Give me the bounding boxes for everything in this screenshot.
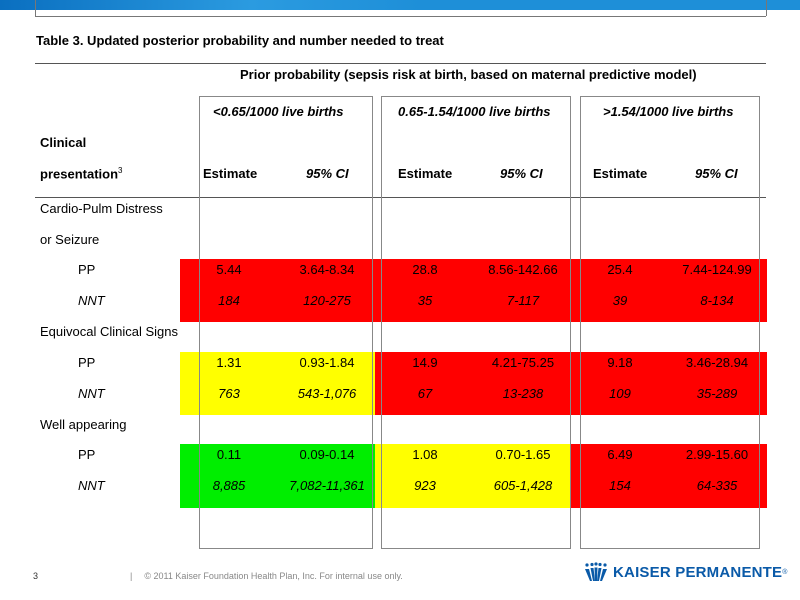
row-label-nnt: NNT — [78, 293, 105, 308]
top-rule-tick-left — [35, 0, 36, 16]
section-label-cardio: Cardio-Pulm Distress — [40, 201, 163, 216]
cell-well-pp-est-high: 6.49 — [607, 447, 633, 462]
cell-cardio-pp-ci-low: 3.64-8.34 — [299, 262, 355, 277]
cell-well-pp-ci-high: 2.99-15.60 — [685, 447, 749, 462]
row-label-pp: PP — [78, 262, 96, 277]
section-label-well: Well appearing — [40, 417, 127, 432]
cell-well-nnt-ci-low: 7,082-11,361 — [289, 478, 365, 493]
highlight-cardio-all — [180, 259, 767, 322]
highlight-equivocal-low — [180, 352, 375, 415]
row-label-nnt: NNT — [78, 478, 105, 493]
cell-well-pp-ci-mid: 0.70-1.65 — [495, 447, 551, 462]
cell-cardio-nnt-est-low: 184 — [218, 293, 240, 308]
header-rule — [35, 197, 766, 198]
kaiser-permanente-logo: KAISER PERMANENTE ® — [583, 562, 787, 582]
cell-equivocal-nnt-ci-mid: 13-238 — [502, 386, 544, 401]
title-rule — [35, 63, 766, 64]
cell-equivocal-nnt-ci-high: 35-289 — [696, 386, 738, 401]
cell-equivocal-pp-ci-high: 3.46-28.94 — [685, 355, 749, 370]
cell-well-pp-est-low: 0.11 — [216, 447, 242, 462]
presentation-label: presentation3 — [40, 166, 123, 182]
footer-copyright: | © 2011 Kaiser Foundation Health Plan, I… — [130, 571, 403, 581]
cell-cardio-nnt-est-mid: 35 — [417, 293, 433, 308]
group-header-low: <0.65/1000 live births — [213, 104, 344, 119]
cell-cardio-nnt-ci-mid: 7-117 — [506, 293, 540, 308]
top-rule — [35, 16, 766, 17]
page-number: 3 — [33, 571, 39, 581]
cell-well-nnt-ci-mid: 605-1,428 — [493, 478, 553, 493]
group-header-high: >1.54/1000 live births — [603, 104, 734, 119]
cell-well-nnt-est-low: 8,885 — [212, 478, 246, 493]
cell-cardio-pp-ci-high: 7.44-124.99 — [682, 262, 752, 277]
row-label-pp: PP — [78, 355, 96, 370]
group-box-mid — [381, 96, 571, 549]
cell-equivocal-pp-est-low: 1.31 — [216, 355, 242, 370]
top-rule-tick-right — [766, 0, 767, 16]
footer-text: © 2011 Kaiser Foundation Health Plan, In… — [144, 571, 403, 581]
cell-equivocal-nnt-ci-low: 543-1,076 — [297, 386, 357, 401]
subheader-estimate-mid: Estimate — [398, 166, 453, 181]
cell-cardio-nnt-est-high: 39 — [612, 293, 628, 308]
cell-well-nnt-est-high: 154 — [609, 478, 631, 493]
cell-equivocal-nnt-est-high: 109 — [609, 386, 631, 401]
subheader-estimate-high: Estimate — [593, 166, 648, 181]
subheader-ci-low: 95% CI — [306, 166, 349, 181]
highlight-equivocal-mid-high — [375, 352, 767, 415]
logo-text: KAISER PERMANENTE — [613, 563, 783, 581]
section-label-cardio-cont: or Seizure — [40, 232, 100, 247]
subheader-estimate-low: Estimate — [203, 166, 258, 181]
footer-separator: | — [130, 571, 133, 581]
cell-cardio-pp-ci-mid: 8.56-142.66 — [488, 262, 558, 277]
cell-equivocal-pp-est-high: 9.18 — [607, 355, 633, 370]
cell-well-pp-est-mid: 1.08 — [412, 447, 438, 462]
highlight-well-mid — [375, 444, 570, 508]
table-title: Table 3. Updated posterior probability a… — [36, 33, 444, 48]
top-accent-gradient — [0, 0, 420, 10]
row-label-nnt: NNT — [78, 386, 105, 401]
cell-equivocal-pp-ci-low: 0.93-1.84 — [299, 355, 355, 370]
cell-well-nnt-est-mid: 923 — [414, 478, 436, 493]
highlight-well-low — [180, 444, 375, 508]
cell-equivocal-nnt-est-low: 763 — [218, 386, 240, 401]
prior-probability-header: Prior probability (sepsis risk at birth,… — [240, 67, 697, 82]
cell-well-nnt-ci-high: 64-335 — [696, 478, 738, 493]
cell-cardio-pp-est-mid: 28.8 — [412, 262, 438, 277]
group-box-low — [199, 96, 373, 549]
subheader-ci-high: 95% CI — [695, 166, 738, 181]
cell-well-pp-ci-low: 0.09-0.14 — [299, 447, 355, 462]
cell-cardio-pp-est-low: 5.44 — [216, 262, 242, 277]
footnote-marker: 3 — [118, 166, 123, 175]
section-label-equivocal: Equivocal Clinical Signs — [40, 324, 179, 339]
cell-cardio-nnt-ci-low: 120-275 — [303, 293, 351, 308]
cell-equivocal-nnt-est-mid: 67 — [417, 386, 433, 401]
cell-equivocal-pp-est-mid: 14.9 — [412, 355, 438, 370]
kp-people-icon — [585, 562, 607, 581]
logo-registered-mark: ® — [782, 568, 788, 576]
clinical-label: Clinical — [40, 135, 87, 150]
row-label-pp: PP — [78, 447, 96, 462]
group-box-high — [580, 96, 760, 549]
subheader-ci-mid: 95% CI — [500, 166, 543, 181]
cell-equivocal-pp-ci-mid: 4.21-75.25 — [491, 355, 555, 370]
cell-cardio-pp-est-high: 25.4 — [607, 262, 633, 277]
cell-cardio-nnt-ci-high: 8-134 — [700, 293, 734, 308]
highlight-well-high — [570, 444, 767, 508]
group-header-mid: 0.65-1.54/1000 live births — [398, 104, 551, 119]
